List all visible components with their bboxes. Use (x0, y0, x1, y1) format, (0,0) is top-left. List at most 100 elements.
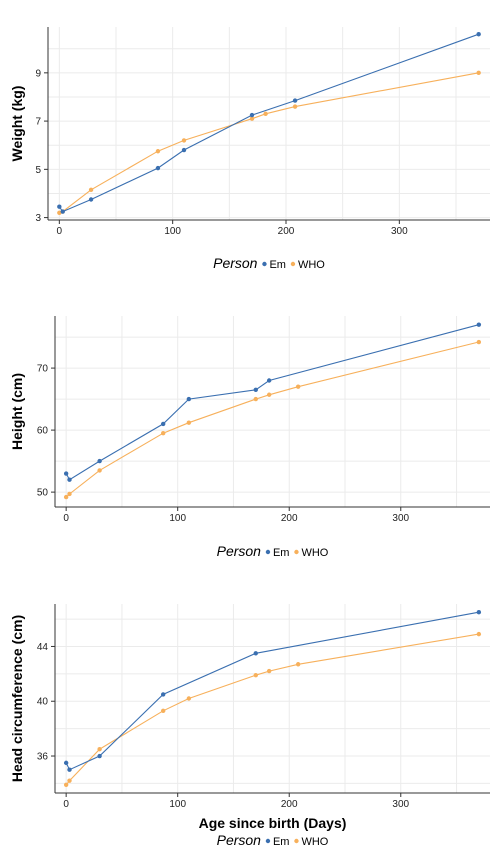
data-point (293, 98, 297, 102)
series-who (64, 340, 481, 499)
x-tick-label: 0 (63, 799, 69, 810)
x-tick-label: 200 (278, 226, 295, 237)
data-point (64, 761, 68, 765)
gridlines (48, 27, 490, 220)
data-point (254, 673, 258, 677)
data-point (187, 397, 191, 401)
legend: Person Em WHO (213, 255, 325, 271)
series-line (59, 34, 478, 211)
data-point (89, 197, 93, 201)
data-point (89, 188, 93, 192)
legend-key-who (294, 839, 298, 843)
x-axis-title: Age since birth (Days) (199, 815, 347, 831)
y-tick-label: 44 (37, 642, 49, 653)
chart-panel-1: 0 100 200 300 3 5 7 9 Weight (kg) Person Em WHO (9, 27, 490, 271)
data-point (67, 478, 71, 482)
data-point (64, 783, 68, 787)
series-em (64, 610, 481, 772)
data-point (67, 768, 71, 772)
data-point (476, 32, 480, 36)
x-tick-label: 0 (63, 513, 69, 524)
data-point (57, 205, 61, 209)
data-point (293, 104, 297, 108)
legend-title: Person (217, 832, 262, 848)
data-point (161, 422, 165, 426)
x-tick-label: 300 (392, 799, 409, 810)
chart-panel-3: 0 100 200 300 36 40 44 Head circumference (cm) A… (9, 604, 490, 848)
data-point (263, 112, 267, 116)
x-tick-label: 300 (391, 226, 408, 237)
x-tick-label: 200 (281, 513, 298, 524)
legend-label-who: WHO (301, 547, 328, 559)
series-line (66, 634, 479, 785)
legend-key-who (294, 550, 298, 554)
data-point (267, 378, 271, 382)
data-point (156, 166, 160, 170)
y-tick-label: 40 (37, 697, 49, 708)
data-point (97, 747, 101, 751)
data-point (267, 669, 271, 673)
legend-label-em: Em (273, 547, 290, 559)
y-tick-label: 50 (37, 488, 49, 499)
x-tick-label: 200 (281, 799, 298, 810)
data-point (61, 209, 65, 213)
data-point (187, 696, 191, 700)
data-point (477, 610, 481, 614)
chart-panel-2: 0 100 200 300 50 60 70 Height (cm) Person Em WHO (9, 316, 490, 559)
data-point (161, 709, 165, 713)
y-tick-label: 9 (35, 68, 41, 79)
legend-label-em: Em (269, 259, 286, 271)
y-axis-title: Height (cm) (9, 373, 25, 450)
legend-key-em (262, 262, 266, 266)
data-point (182, 138, 186, 142)
y-tick-label: 70 (37, 364, 49, 375)
gridlines (55, 604, 490, 793)
series-line (59, 73, 478, 213)
y-tick-label: 36 (37, 752, 49, 763)
x-tick-label: 100 (164, 226, 181, 237)
x-tick-label: 0 (57, 226, 63, 237)
data-point (64, 471, 68, 475)
y-tick-label: 3 (35, 213, 41, 224)
series-line (66, 342, 479, 497)
data-point (156, 149, 160, 153)
x-tick-label: 300 (392, 513, 409, 524)
x-tick-label: 100 (169, 513, 186, 524)
legend-key-who (291, 262, 295, 266)
legend-key-em (266, 839, 270, 843)
data-point (161, 692, 165, 696)
y-tick-label: 5 (35, 165, 41, 176)
series-em (57, 32, 481, 214)
legend: Person Em WHO (217, 832, 329, 848)
data-point (296, 384, 300, 388)
series-line (66, 612, 479, 770)
legend-title: Person (213, 255, 258, 271)
gridlines (55, 316, 490, 507)
legend-label-who: WHO (298, 259, 325, 271)
data-point (477, 340, 481, 344)
data-point (254, 388, 258, 392)
legend-label-who: WHO (301, 836, 328, 848)
legend-key-em (266, 550, 270, 554)
data-point (67, 492, 71, 496)
y-tick-label: 7 (35, 117, 41, 128)
y-axis-title: Head circumference (cm) (9, 615, 25, 782)
data-point (182, 148, 186, 152)
x-tick-label: 100 (169, 799, 186, 810)
series-who (64, 632, 481, 787)
y-tick-label: 60 (37, 426, 49, 437)
data-point (250, 113, 254, 117)
series-em (64, 322, 481, 481)
y-axis-title: Weight (kg) (9, 86, 25, 162)
data-point (254, 651, 258, 655)
data-point (161, 431, 165, 435)
data-point (296, 662, 300, 666)
data-point (187, 420, 191, 424)
series-line (66, 325, 479, 480)
legend-label-em: Em (273, 836, 290, 848)
data-point (97, 468, 101, 472)
data-point (67, 778, 71, 782)
legend: Person Em WHO (217, 543, 329, 559)
data-point (476, 71, 480, 75)
